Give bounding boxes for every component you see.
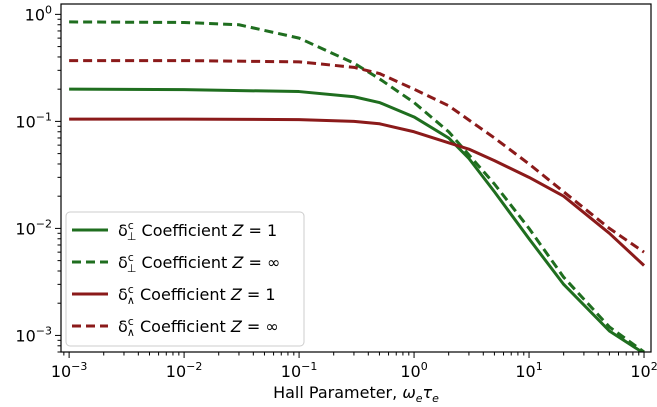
- x-tick-label: 10−1: [281, 360, 318, 381]
- y-tick-label: 10−3: [15, 324, 52, 345]
- x-tick-label: 10−3: [51, 360, 88, 381]
- legend-label: δc ∧ Coefficient Z = 1: [118, 283, 276, 307]
- y-tick-label: 100: [25, 3, 52, 24]
- series-line-4: [69, 59, 645, 254]
- ticks-layer: 10−3 10−2 10−1 100 101 102 10−3 10−2 10−1 100: [15, 3, 657, 381]
- y-tick-label: 10−2: [15, 217, 52, 238]
- series-line-3: [69, 117, 646, 267]
- legend-box: [65, 211, 305, 347]
- series-layer: [69, 20, 646, 352]
- legend-label: δc ⊥ Coefficient Z = 1: [118, 219, 277, 243]
- plot-frame: [60, 3, 652, 353]
- series-line-1: [69, 87, 645, 352]
- legend: δc ⊥ Coefficient Z = 1 δc ⊥ Coefficient Z =…: [65, 211, 305, 347]
- series-line-2: [69, 20, 645, 352]
- y-tick-label: 10−1: [15, 110, 52, 131]
- x-axis-label: Hall Parameter, ωeτe: [273, 383, 439, 405]
- x-tick-label: 100: [400, 360, 427, 381]
- x-tick-label: 102: [630, 360, 657, 381]
- x-tick-label: 101: [515, 360, 542, 381]
- x-tick-label: 10−2: [166, 360, 203, 381]
- legend-label: δc ⊥ Coefficient Z = ∞: [118, 251, 280, 275]
- legend-label: δc ∧ Coefficient Z = ∞: [118, 315, 279, 339]
